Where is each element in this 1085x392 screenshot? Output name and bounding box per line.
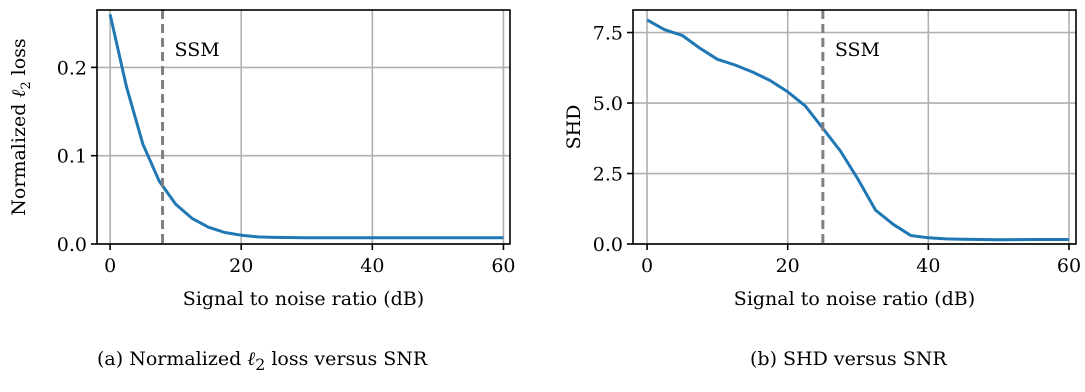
chart-a-xtick-label: 40	[360, 255, 384, 277]
chart-b-ytick-label: 7.5	[593, 23, 623, 45]
caption-a: (a) Normalized ℓ2 loss versus SNR	[97, 348, 427, 374]
caption-a-prefix: (a) Normalized	[97, 348, 248, 370]
chart-a-xtick-label: 20	[229, 255, 253, 277]
chart-a-xlabel: Signal to noise ratio (dB)	[183, 288, 424, 310]
chart-a-ssm-label: SSM	[175, 39, 220, 61]
chart-b-ytick-label: 5.0	[593, 93, 623, 115]
chart-a-xtick-label: 0	[104, 255, 116, 277]
chart-a-series-line	[108, 14, 504, 240]
chart-b: SSM 0 20 40 60 0.0 2.5 5.0 7.5 Signal to noise ra…	[563, 9, 1081, 310]
chart-b-xlabel: Signal to noise ratio (dB)	[734, 288, 975, 310]
chart-a-frame	[96, 9, 511, 245]
figure-b: SSM 0 20 40 60 0.0 2.5 5.0 7.5 Signal to noise ra…	[550, 0, 1085, 392]
chart-a-ytick-label: 0.2	[57, 57, 87, 79]
caption-a-suffix: loss versus SNR	[265, 348, 428, 370]
chart-b-series-line	[646, 18, 1069, 242]
svg-text:Normalized ℓ2 loss: Normalized ℓ2 loss	[8, 38, 34, 215]
chart-a-ytick-label: 0.1	[57, 146, 87, 168]
chart-a-ylabel: Normalized ℓ2 loss	[8, 38, 34, 215]
caption-a-symbol: ℓ	[247, 348, 256, 370]
caption-b: (b) SHD versus SNR	[750, 348, 947, 370]
chart-a-ytick-label: 0.0	[57, 234, 87, 256]
chart-b-ytick-label: 0.0	[593, 234, 623, 256]
chart-b-xtick-label: 60	[1057, 255, 1081, 277]
chart-a: SSM 0 20 40 60 0.0 0.1 0.2 Signal to noise ratio…	[8, 9, 516, 310]
caption-a-subscript: 2	[255, 354, 266, 374]
chart-b-ssm-label: SSM	[835, 39, 880, 61]
chart-b-xtick-label: 20	[776, 255, 800, 277]
svg-text:SHD: SHD	[563, 105, 585, 150]
chart-b-frame	[632, 9, 1077, 245]
chart-b-xtick-label: 40	[916, 255, 940, 277]
chart-b-xtick-label: 0	[641, 255, 653, 277]
figure-a: SSM 0 20 40 60 0.0 0.1 0.2 Signal to noise ratio…	[0, 0, 530, 392]
chart-b-ytick-label: 2.5	[593, 164, 623, 186]
chart-a-xtick-label: 60	[491, 255, 515, 277]
chart-b-ylabel: SHD	[563, 105, 585, 150]
